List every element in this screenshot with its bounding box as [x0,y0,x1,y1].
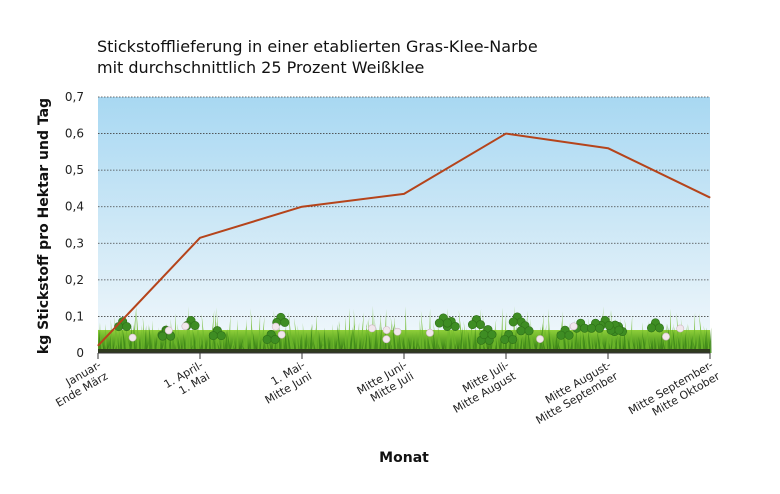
y-tick-label: 0 [76,346,84,360]
clover-leaf-icon [479,325,497,340]
clover-flower-icon [569,322,578,331]
x-tick-label: Mitte September-Mitte Oktober [626,358,722,429]
x-tick-label: Mitte August-Mitte September [527,358,620,427]
clover-flower-icon [277,330,286,339]
y-tick-label: 0,6 [65,127,84,141]
clover-flower-icon [368,324,376,333]
clover-leaf-icon [556,325,574,340]
clover-flower-icon [425,328,434,337]
clover-leaf-icon [646,318,664,333]
clover-flower-icon [662,332,670,341]
clover-flower-icon [181,322,190,331]
clover-leaf-icon [208,326,226,341]
data-point [199,237,201,239]
clover-leaf-icon [500,329,518,344]
chart-title: Stickstofflieferung in einer etablierten… [97,36,697,78]
x-axis-title: Monat [379,450,429,466]
clover-flower-icon [536,335,544,343]
y-tick-label: 0,4 [65,200,84,214]
clover-leaf-icon [262,329,280,344]
x-tick-label: Mitte Juni-Mitte Juli [355,358,416,408]
data-point [301,206,303,208]
y-tick-label: 0,3 [65,236,84,250]
clover-leaf-icon [467,315,485,330]
ground-strip [98,349,710,353]
chart-title-line-1: Stickstofflieferung in einer etablierten… [97,37,538,56]
grass-decoration [98,305,712,353]
y-tick-label: 0,2 [65,273,84,287]
clover-leaf-icon [516,321,534,336]
plot-background [98,97,710,353]
grid-lines [98,96,710,317]
y-tick-label: 0,7 [65,90,84,104]
data-point [607,147,609,149]
data-point [403,193,405,195]
series-layer [97,132,711,347]
data-point [97,345,99,347]
x-tick-label: Januar-Ende März [47,358,110,409]
clover-flower-icon [393,327,402,336]
clover-flower-icon [382,326,391,334]
y-tick-label: 0,1 [65,309,84,323]
clover-leaf-icon [587,318,605,333]
clover-flower-icon [164,326,173,335]
y-tick-label: 0,5 [65,163,84,177]
clover-leaf-icon [114,317,132,332]
x-tick-label: Mitte Juli-Mitte August [444,358,518,416]
data-point [709,197,711,199]
clover-flower-icon [271,322,280,331]
grass-blades [98,305,710,353]
clover-flower-icon [128,333,137,342]
x-tick-label: 1. Mai-Mitte Juni [256,358,314,406]
y-axis-title: kg Stickstoff pro Hektar und Tag [36,98,52,354]
x-tick-label: 1. April-1. Mai [162,358,212,402]
clover-flower-icon [382,335,391,344]
data-point [505,133,507,135]
chart-title-line-2: mit durchschnittlich 25 Prozent Weißklee [97,58,425,77]
y-axis: 0 0,1 0,2 0,3 0,4 0,5 0,6 0,7 [65,90,84,360]
clover-leaf-icon [434,313,452,328]
x-axis: Januar-Ende März 1. April-1. Mai 1. Mai-Mi… [47,352,722,429]
clover-flower-icon [676,324,685,333]
